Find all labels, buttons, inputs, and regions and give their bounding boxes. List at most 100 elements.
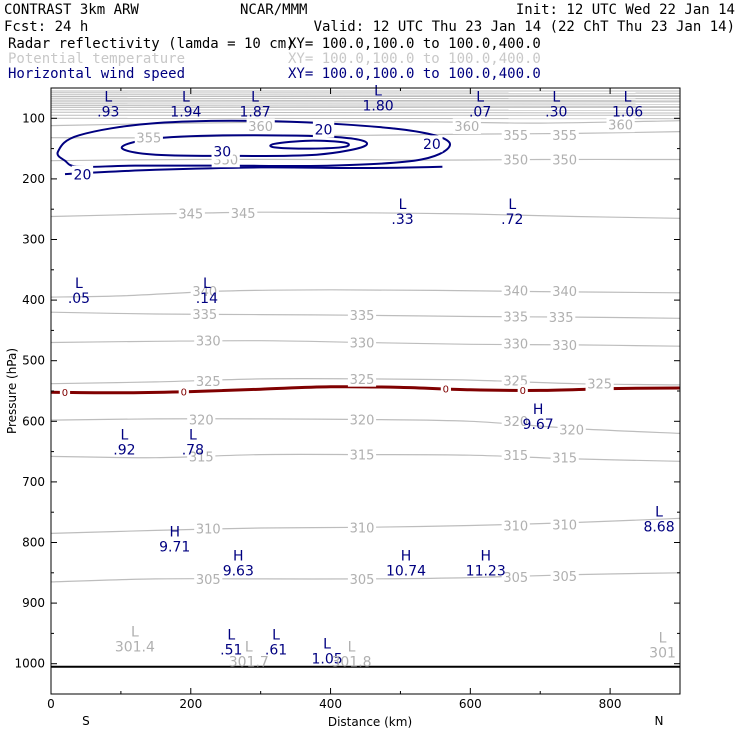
extremum-value: .51 [220, 642, 242, 658]
extremum-value: 9.67 [523, 417, 554, 433]
theta-label-340: 340 [192, 285, 217, 300]
x-tick-label: 0 [47, 697, 55, 711]
extremum-type: L [251, 89, 259, 105]
theta-label-355-bg [550, 127, 579, 144]
theta-label-315-bg [501, 447, 530, 464]
init-time: Init: 12 UTC Wed 22 Jan 14 [516, 2, 735, 18]
theta-label-310-bg [550, 516, 579, 533]
theta-label-315: 315 [189, 450, 214, 465]
freezing-label: 0 [520, 386, 526, 397]
extrema-markers: L.93L1.94L1.87L1.80L.07L.30L1.06L.33L.72… [68, 83, 676, 670]
theta-label-305-bg [550, 568, 579, 584]
freezing-label-bg [59, 386, 71, 399]
wind-label-20-bg [312, 120, 335, 138]
theta-label-310: 310 [552, 518, 577, 533]
extremum-value: 1.05 [311, 652, 342, 668]
y-tick-label: 600 [22, 414, 45, 428]
theta-label-340-bg [190, 283, 219, 299]
theta-upper-line [51, 99, 680, 102]
theta-label-325: 325 [587, 378, 612, 393]
theta-upper-line [51, 94, 680, 96]
theta-label-320: 320 [559, 424, 584, 439]
theta-label-335: 335 [549, 311, 574, 326]
extremum-type: L [399, 197, 407, 213]
field-wind-xy: XY= 100.0,100.0 to 100.0,400.0 [288, 66, 541, 82]
extremum-type: L [120, 427, 128, 443]
theta-label-305: 305 [552, 570, 577, 585]
wind-contour-30 [120, 134, 368, 157]
extremum-type: L [655, 504, 663, 520]
theta-label-310-bg [347, 519, 377, 536]
wind-label-20: 20 [315, 123, 333, 139]
endpoint-label: S [82, 714, 90, 728]
extremum-value: .07 [469, 104, 491, 120]
extremum-value: 9.63 [223, 564, 254, 580]
wind-label-30: 30 [213, 144, 231, 160]
extremum-value: 301.8 [331, 655, 371, 671]
model-title: CONTRAST 3km ARW [4, 2, 139, 18]
theta-label-305: 305 [196, 573, 221, 588]
theta-label-330: 330 [350, 336, 375, 351]
theta-label-335: 335 [350, 309, 375, 324]
extremum-type: H [169, 524, 180, 540]
chart-header: CONTRAST 3km ARW NCAR/MMM Init: 12 UTC W… [4, 2, 735, 82]
theta-label-330-bg [347, 334, 377, 351]
field-theta-name: Potential temperature [8, 51, 185, 67]
theta-label-330-bg [550, 337, 579, 353]
org-label: NCAR/MMM [240, 2, 307, 18]
extremum-type: L [245, 640, 253, 656]
field-reflectivity-xy: XY= 100.0,100.0 to 100.0,400.0 [288, 36, 541, 52]
theta-label-315: 315 [350, 449, 375, 464]
theta-contour-350 [51, 158, 680, 162]
theta-label-325-bg [347, 371, 377, 387]
theta-label-335-bg [190, 306, 219, 322]
extremum-value: 8.68 [643, 519, 674, 535]
theta-label-360: 360 [248, 120, 273, 135]
theta-contour-340 [51, 289, 680, 298]
theta-label-335-bg [501, 308, 530, 325]
y-tick-label: 300 [22, 233, 45, 247]
extremum-type: L [131, 624, 139, 640]
forecast-hour: Fcst: 24 h [4, 19, 88, 35]
theta-label-305: 305 [350, 573, 375, 588]
theta-label-310-bg [194, 520, 223, 537]
wind-contour-20 [64, 165, 443, 176]
theta-label-340: 340 [503, 284, 528, 299]
extremum-value: 301 [649, 645, 676, 661]
extremum-type: L [272, 627, 280, 643]
x-tick-label: 200 [179, 697, 202, 711]
wind-label-20: 20 [74, 167, 92, 183]
theta-label-305-bg [347, 571, 377, 587]
extremum-type: H [533, 402, 544, 418]
extremum-type: L [227, 627, 235, 643]
theta-label-345: 345 [231, 207, 256, 222]
theta-label-340-bg [501, 282, 530, 299]
theta-label-320: 320 [503, 415, 528, 430]
theta-label-340: 340 [552, 285, 577, 300]
theta-label-305-bg [501, 569, 530, 585]
theta-label-335-bg [547, 309, 576, 325]
theta-label-335: 335 [192, 308, 217, 323]
theta-label-320-bg [557, 421, 586, 438]
y-tick-label: 200 [22, 172, 45, 186]
valid-time: Valid: 12 UTC Thu 23 Jan 14 (22 ChT Thu … [314, 19, 735, 35]
theta-label-315-bg [550, 449, 579, 466]
extremum-type: L [323, 637, 331, 653]
extremum-value: 1.87 [239, 104, 270, 120]
theta-label-305-bg [194, 571, 223, 587]
theta-label-320-bg [187, 411, 216, 428]
theta-label-350-bg [501, 151, 530, 168]
extremum-type: H [233, 549, 244, 565]
theta-label-320: 320 [189, 413, 214, 428]
theta-label-350: 350 [503, 153, 528, 168]
x-tick-label: 600 [459, 697, 482, 711]
extremum-value: 1.94 [170, 104, 201, 120]
theta-label-320-bg [347, 411, 377, 428]
y-tick-label: 900 [22, 596, 45, 610]
extremum-type: L [476, 89, 484, 105]
theta-label-350: 350 [552, 153, 577, 168]
extremum-value: 10.74 [386, 564, 426, 580]
theta-label-345: 345 [178, 207, 203, 222]
y-tick-label: 400 [22, 293, 45, 307]
extremum-type: L [552, 89, 560, 105]
